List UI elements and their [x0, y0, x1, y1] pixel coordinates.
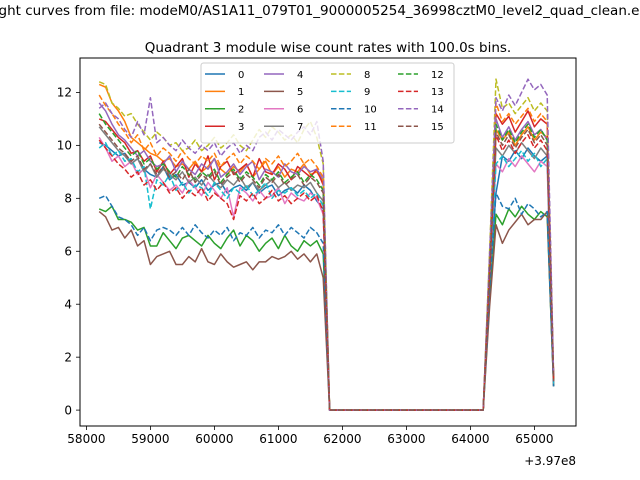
- x-tick-label: 60000: [195, 432, 233, 446]
- x-tick-label: 65000: [515, 432, 553, 446]
- x-tick-label: 59000: [131, 432, 169, 446]
- legend-label: 0: [238, 70, 244, 81]
- legend-label: 15: [431, 122, 444, 133]
- x-axis-ticks: 58000 59000 60000 61000 62000 63000 64000 65000: [67, 426, 553, 446]
- legend-label: 7: [297, 122, 303, 133]
- legend-label: 4: [297, 70, 303, 81]
- legend-label: 11: [364, 122, 377, 133]
- series-line-13: [98, 134, 555, 411]
- y-axis-ticks: 0 2 4 6 8 10 12: [57, 86, 80, 417]
- y-tick-label: 2: [64, 350, 72, 364]
- legend-label: 13: [431, 87, 444, 98]
- x-tick-label: 63000: [387, 432, 425, 446]
- axes-frame: [79, 57, 577, 427]
- x-tick-label: 62000: [323, 432, 361, 446]
- x-axis-offset-label: +3.97e8: [524, 454, 576, 468]
- legend-label: 2: [238, 105, 244, 116]
- y-tick-label: 0: [64, 403, 72, 417]
- y-tick-label: 8: [64, 192, 72, 206]
- legend-label: 6: [297, 105, 303, 116]
- x-tick-label: 64000: [451, 432, 489, 446]
- legend-label: 14: [431, 105, 444, 116]
- y-tick-label: 6: [64, 245, 72, 259]
- y-tick-label: 12: [57, 86, 72, 100]
- figure-suptitle: Light curves from file: modeM0/AS1A11_07…: [0, 3, 640, 19]
- legend-label: 10: [364, 105, 377, 116]
- legend-label: 1: [238, 87, 244, 98]
- legend-label: 8: [364, 70, 370, 81]
- chart-title: Quadrant 3 module wise count rates with …: [145, 40, 511, 56]
- y-tick-label: 10: [57, 139, 72, 153]
- legend-label: 9: [364, 87, 370, 98]
- x-tick-label: 61000: [259, 432, 297, 446]
- legend-label: 5: [297, 87, 303, 98]
- legend-label: 12: [431, 70, 444, 81]
- y-tick-label: 4: [64, 298, 72, 312]
- series-line-15: [98, 123, 555, 411]
- series-lines: [98, 78, 555, 411]
- legend-frame: [200, 62, 455, 144]
- legend-label: 3: [238, 122, 244, 133]
- x-tick-label: 58000: [67, 432, 105, 446]
